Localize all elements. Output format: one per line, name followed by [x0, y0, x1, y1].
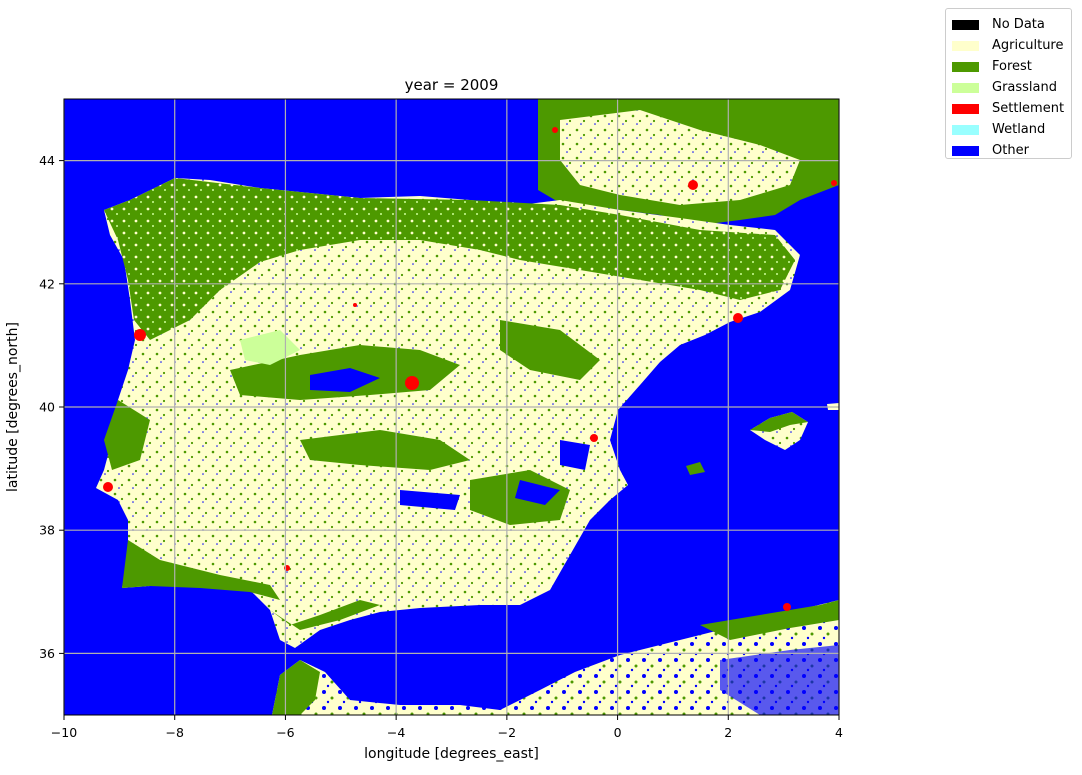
- settlement-porto: [134, 329, 146, 341]
- y-tick-label: 44: [39, 153, 55, 168]
- legend-label: No Data: [992, 17, 1045, 32]
- legend-label: Wetland: [992, 122, 1046, 137]
- y-axis-ticks: 44 42 40 38 36: [39, 153, 64, 661]
- x-axis-ticks: −10 −8 −6 −4 −2 0 2 4: [51, 715, 843, 740]
- legend: No Data Agriculture Forest Grassland Settlem…: [945, 8, 1072, 159]
- legend-label: Settlement: [992, 101, 1065, 116]
- legend-item: No Data: [952, 14, 1065, 35]
- settlement-barcelona: [733, 313, 743, 323]
- x-tick-label: −10: [51, 725, 77, 740]
- legend-item: Grassland: [952, 77, 1065, 98]
- y-tick-label: 40: [39, 400, 55, 415]
- legend-swatch: [952, 124, 979, 135]
- y-tick-label: 36: [39, 646, 55, 661]
- x-tick-label: 4: [835, 725, 843, 740]
- legend-swatch: [952, 103, 979, 114]
- legend-swatch: [952, 19, 979, 30]
- legend-item: Settlement: [952, 98, 1065, 119]
- legend-item: Other: [952, 140, 1065, 161]
- x-tick-label: −4: [387, 725, 405, 740]
- settlement-lisbon: [103, 482, 113, 492]
- legend-swatch: [952, 145, 979, 156]
- x-tick-label: −8: [165, 725, 183, 740]
- y-axis-label-text: latitude [degrees_north]: [5, 322, 21, 492]
- x-tick-label: −2: [498, 725, 516, 740]
- legend-label: Other: [992, 143, 1029, 158]
- legend-item: Forest: [952, 56, 1065, 77]
- north-africa-landmass: [272, 600, 839, 715]
- x-axis-label: longitude [degrees_east]: [364, 746, 539, 762]
- legend-swatch: [952, 61, 979, 72]
- settlement-valencia: [590, 434, 598, 442]
- legend-swatch: [952, 40, 979, 51]
- settlement-algiers: [783, 603, 791, 611]
- y-tick-label: 38: [39, 523, 55, 538]
- x-tick-label: 0: [614, 725, 622, 740]
- legend-label: Forest: [992, 59, 1032, 74]
- legend-label: Grassland: [992, 80, 1057, 95]
- legend-swatch: [952, 82, 979, 93]
- northern-forest-belt: [104, 178, 795, 340]
- legend-item: Agriculture: [952, 35, 1065, 56]
- x-tick-label: 2: [724, 725, 732, 740]
- y-axis-label: latitude [degrees_north]: [5, 322, 21, 492]
- x-tick-label: −6: [276, 725, 294, 740]
- settlement-toulouse: [688, 180, 698, 190]
- legend-item: Wetland: [952, 119, 1065, 140]
- map-title: year = 2009: [404, 76, 499, 94]
- settlement-madrid: [405, 376, 419, 390]
- legend-label: Agriculture: [992, 38, 1064, 53]
- y-tick-label: 42: [39, 276, 55, 291]
